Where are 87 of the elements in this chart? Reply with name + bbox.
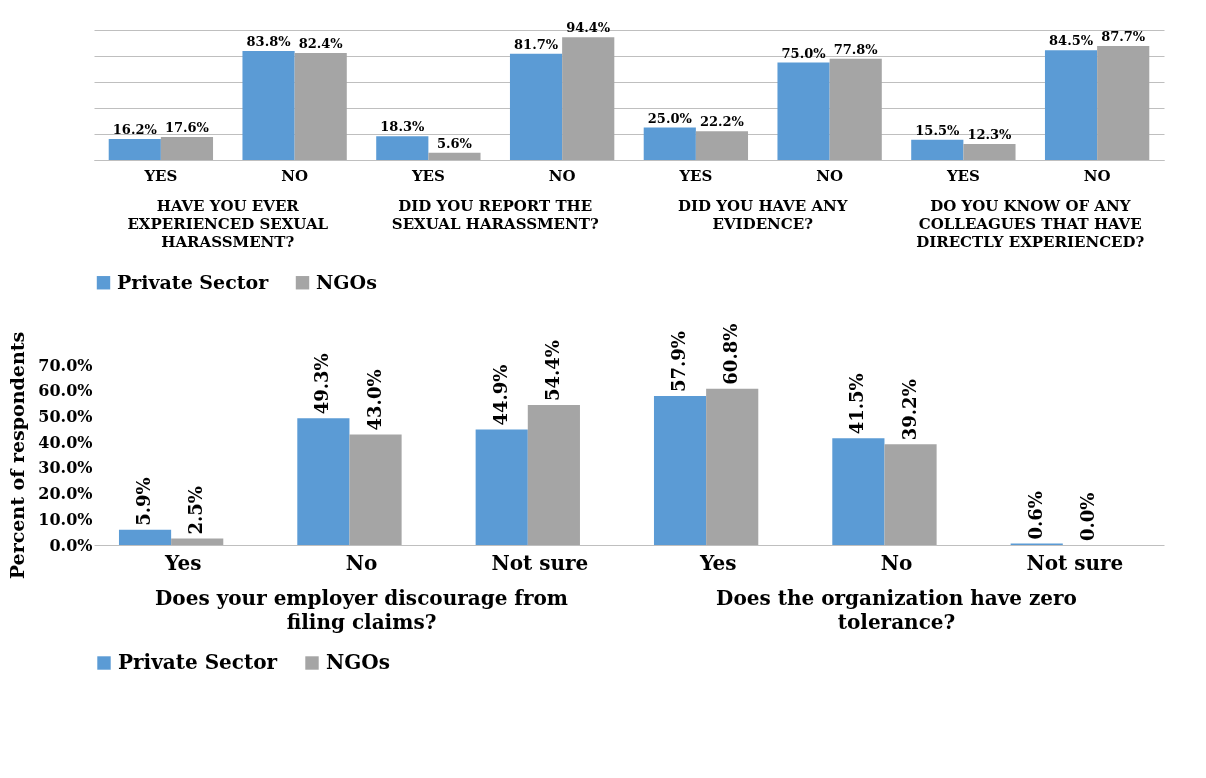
data-label: 39.2% (898, 379, 920, 441)
y-tick-label: 10.0% (38, 509, 93, 529)
bar (160, 137, 214, 160)
data-label: 41.5% (846, 373, 868, 435)
bar (706, 388, 759, 545)
x-tick-label: NO (548, 166, 576, 185)
data-label: 84.5% (1049, 33, 1094, 49)
x-tick-label: YES (143, 166, 178, 185)
data-label: 81.7% (514, 36, 559, 52)
data-label: 87.7% (1101, 28, 1146, 44)
bar (832, 438, 885, 545)
data-label: 18.3% (380, 119, 425, 135)
x-tick-label: NO (816, 166, 844, 185)
x-tick-label: No (880, 550, 913, 575)
x-tick-label: NO (1083, 166, 1111, 185)
x-tick-label: NO (281, 166, 309, 185)
x-tick-label: Yes (163, 550, 202, 575)
y-tick-label: 20.0% (38, 484, 93, 504)
y-axis-title: Percent of respondents (6, 331, 29, 580)
bar (509, 53, 563, 160)
x-tick-label: YES (945, 166, 980, 185)
bar (643, 127, 696, 160)
legend-label: NGOs (326, 650, 391, 674)
text: DID YOU REPORT THE SEXUAL HARASSMENT? (391, 197, 599, 233)
data-label: 12.3% (967, 127, 1013, 143)
x-tick-label: YES (678, 166, 713, 185)
data-label: 43.0% (363, 369, 385, 431)
bar (562, 37, 615, 160)
bar (349, 434, 402, 545)
data-label: 0.6% (1024, 491, 1046, 540)
text: DID YOU HAVE ANY EVIDENCE? (678, 197, 848, 233)
data-label: 16.2% (112, 121, 158, 137)
y-tick-label: 50.0% (38, 406, 93, 426)
y-tick-label: 30.0% (38, 458, 93, 478)
data-label: 49.3% (311, 353, 333, 415)
data-label: 83.8% (246, 34, 292, 50)
bar (297, 418, 350, 545)
x-tick-label: Not sure (1026, 550, 1124, 575)
legend-label: Private Sector (117, 270, 270, 293)
bar (242, 51, 295, 160)
bar (171, 538, 224, 545)
bar (428, 152, 481, 160)
x-tick-label: No (345, 550, 378, 575)
x-tick-label: Not sure (491, 550, 589, 575)
data-label: 57.9% (668, 331, 690, 393)
data-label: 94.4% (566, 20, 611, 36)
data-label: 0.0% (1076, 492, 1098, 541)
text: Does your employer discourage from filing claims? (155, 586, 568, 634)
data-label: 15.5% (915, 122, 960, 138)
x-tick-label: YES (410, 166, 445, 185)
bar (777, 62, 830, 160)
text: DO YOU KNOW OF ANY COLLEAGUES THAT HAVE DIRECTLY EXPERIENCED? (916, 197, 1145, 251)
data-label: 77.8% (833, 41, 879, 57)
bar (911, 139, 964, 160)
bar (653, 396, 707, 545)
data-label: 75.0% (781, 45, 827, 61)
bar (294, 52, 347, 160)
bar (829, 58, 882, 160)
data-label: 44.9% (489, 364, 511, 426)
data-label: 60.8% (720, 323, 742, 385)
bar (695, 131, 749, 160)
y-tick-label: 40.0% (38, 432, 93, 452)
bar (963, 144, 1016, 160)
text: Does the organization have zero tolerance? (716, 586, 1077, 634)
bar (376, 136, 429, 160)
data-label: 82.4% (298, 35, 344, 51)
bar (108, 138, 161, 160)
bar (884, 444, 937, 545)
bar (118, 529, 172, 545)
bar (1097, 45, 1150, 160)
y-tick-label: 70.0% (38, 355, 93, 375)
legend-label: Private Sector (118, 650, 278, 674)
data-label: 5.6% (436, 135, 473, 151)
y-tick-label: 0.0% (49, 535, 93, 555)
data-label: 17.6% (164, 120, 210, 136)
bar (1044, 50, 1098, 160)
text: HAVE YOU EVER EXPERIENCED SEXUAL HARASSMENT? (127, 197, 329, 251)
y-tick-label: 60.0% (38, 381, 93, 401)
data-label: 54.4% (541, 340, 563, 402)
legend-label: NGOs (316, 270, 377, 293)
data-label: 22.2% (699, 114, 745, 130)
bar (475, 429, 528, 545)
data-label: 5.9% (133, 477, 155, 526)
data-label: 2.5% (185, 486, 207, 535)
data-label: 25.0% (647, 110, 693, 126)
bar (527, 405, 580, 545)
x-tick-label: Yes (698, 550, 737, 575)
